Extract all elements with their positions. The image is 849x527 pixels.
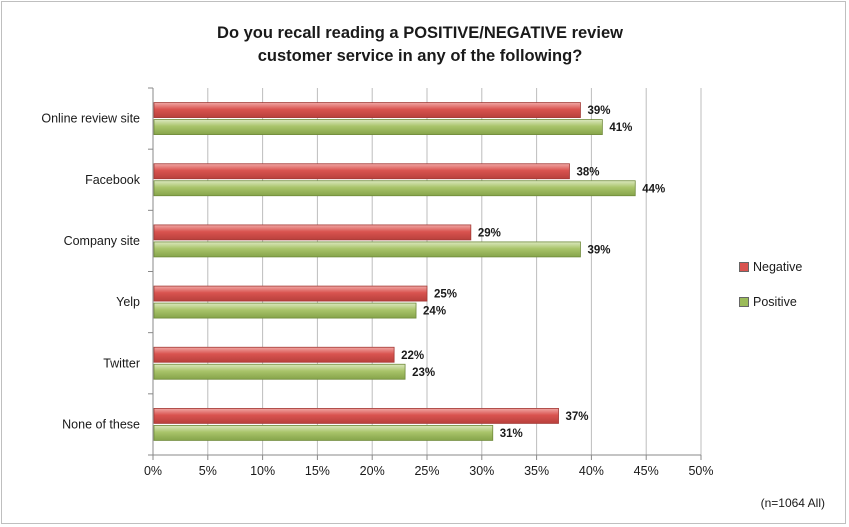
category-label: Twitter: [103, 356, 140, 370]
x-tick-label: 50%: [688, 464, 713, 478]
bar-negative: [153, 224, 472, 241]
data-label-negative: 29%: [478, 227, 501, 239]
x-tick-label: 0%: [144, 464, 162, 478]
x-tick-label: 30%: [469, 464, 494, 478]
data-label-negative: 38%: [576, 166, 599, 178]
legend: Negative Positive: [739, 258, 802, 328]
bar-layer: [153, 102, 636, 441]
category-label: Facebook: [85, 173, 141, 187]
bar-negative: [153, 102, 581, 118]
chart-title-line-1: Do you recall reading a POSITIVE/NEGATIV…: [217, 24, 623, 42]
chart-title-line-2: customer service in any of the following…: [257, 47, 583, 65]
x-tick-label: 5%: [199, 464, 217, 478]
bar-positive: [153, 119, 603, 135]
x-tick-label: 10%: [250, 464, 275, 478]
legend-swatch-negative: [739, 262, 749, 272]
legend-item-positive[interactable]: Positive: [739, 293, 802, 311]
x-tick-label: 20%: [360, 464, 385, 478]
data-label-positive: 31%: [500, 428, 523, 440]
bar-positive: [153, 241, 581, 258]
bar-negative: [153, 163, 570, 180]
data-label-negative: 22%: [401, 350, 424, 362]
data-label-positive: 24%: [423, 306, 446, 318]
bar-positive: [153, 180, 636, 197]
data-label-positive: 44%: [642, 183, 665, 195]
label-layer: 0% 5% 10% 15% 20% 25% 30% 35% 40% 45% 50% Online re…: [41, 105, 713, 478]
bar-positive: [153, 302, 417, 319]
category-label: Online review site: [41, 112, 140, 126]
bar-negative: [153, 408, 559, 424]
grid-layer: [148, 87, 702, 460]
data-label-negative: 39%: [587, 105, 610, 117]
bar-positive: [153, 425, 494, 441]
data-label-positive: 41%: [609, 122, 632, 134]
category-label: Yelp: [116, 295, 140, 309]
bar-negative: [153, 285, 428, 302]
bar-positive: [153, 363, 406, 380]
legend-swatch-positive: [739, 297, 749, 307]
category-label: Company site: [64, 234, 140, 248]
bar-negative: [153, 346, 395, 363]
legend-label-positive: Positive: [753, 295, 797, 309]
x-tick-label: 25%: [414, 464, 439, 478]
x-tick-label: 40%: [579, 464, 604, 478]
sample-size-note: (n=1064 All): [760, 496, 825, 510]
data-label-positive: 23%: [412, 367, 435, 379]
category-label: None of these: [62, 417, 140, 431]
data-label-negative: 37%: [566, 411, 589, 423]
legend-label-negative: Negative: [753, 260, 803, 274]
chart-title: Do you recall reading a POSITIVE/NEGATIV…: [120, 22, 720, 68]
data-label-negative: 25%: [434, 289, 457, 301]
data-label-positive: 39%: [587, 244, 610, 256]
x-tick-label: 35%: [524, 464, 549, 478]
legend-item-negative[interactable]: Negative: [739, 258, 802, 276]
x-tick-label: 15%: [305, 464, 330, 478]
x-tick-label: 45%: [634, 464, 659, 478]
